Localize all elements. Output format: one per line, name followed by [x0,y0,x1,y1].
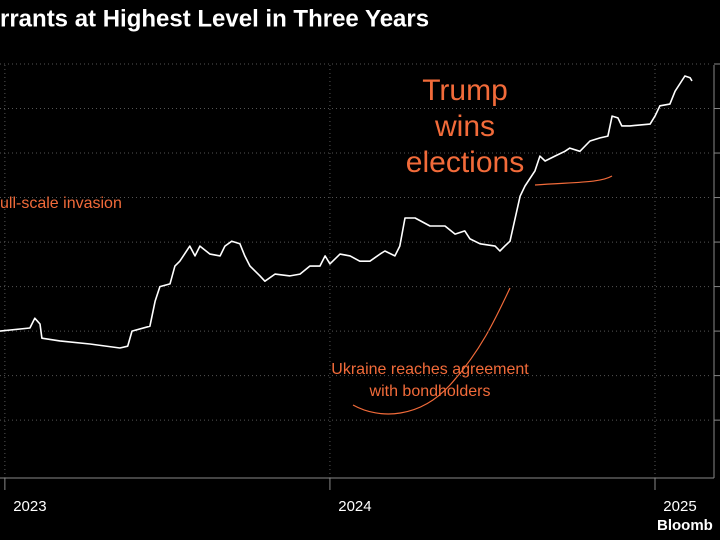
annotation: ull-scale invasion [0,195,122,212]
annotation: elections [406,146,524,179]
annotation-connector [352,287,511,415]
chart-title: rrants at Highest Level in Three Years [0,5,429,32]
annotation: Trump [422,74,508,107]
x-tick-label: 2024 [338,498,371,515]
x-tick-label: 2025 [663,498,696,515]
data-line [0,75,693,349]
annotation: with bondholders [369,383,491,400]
annotation: wins [434,110,495,143]
annotation-connector [534,175,613,186]
x-tick-label: 2023 [13,498,46,515]
annotation: Ukraine reaches agreement [331,361,529,378]
source: Bloomb [657,517,713,534]
